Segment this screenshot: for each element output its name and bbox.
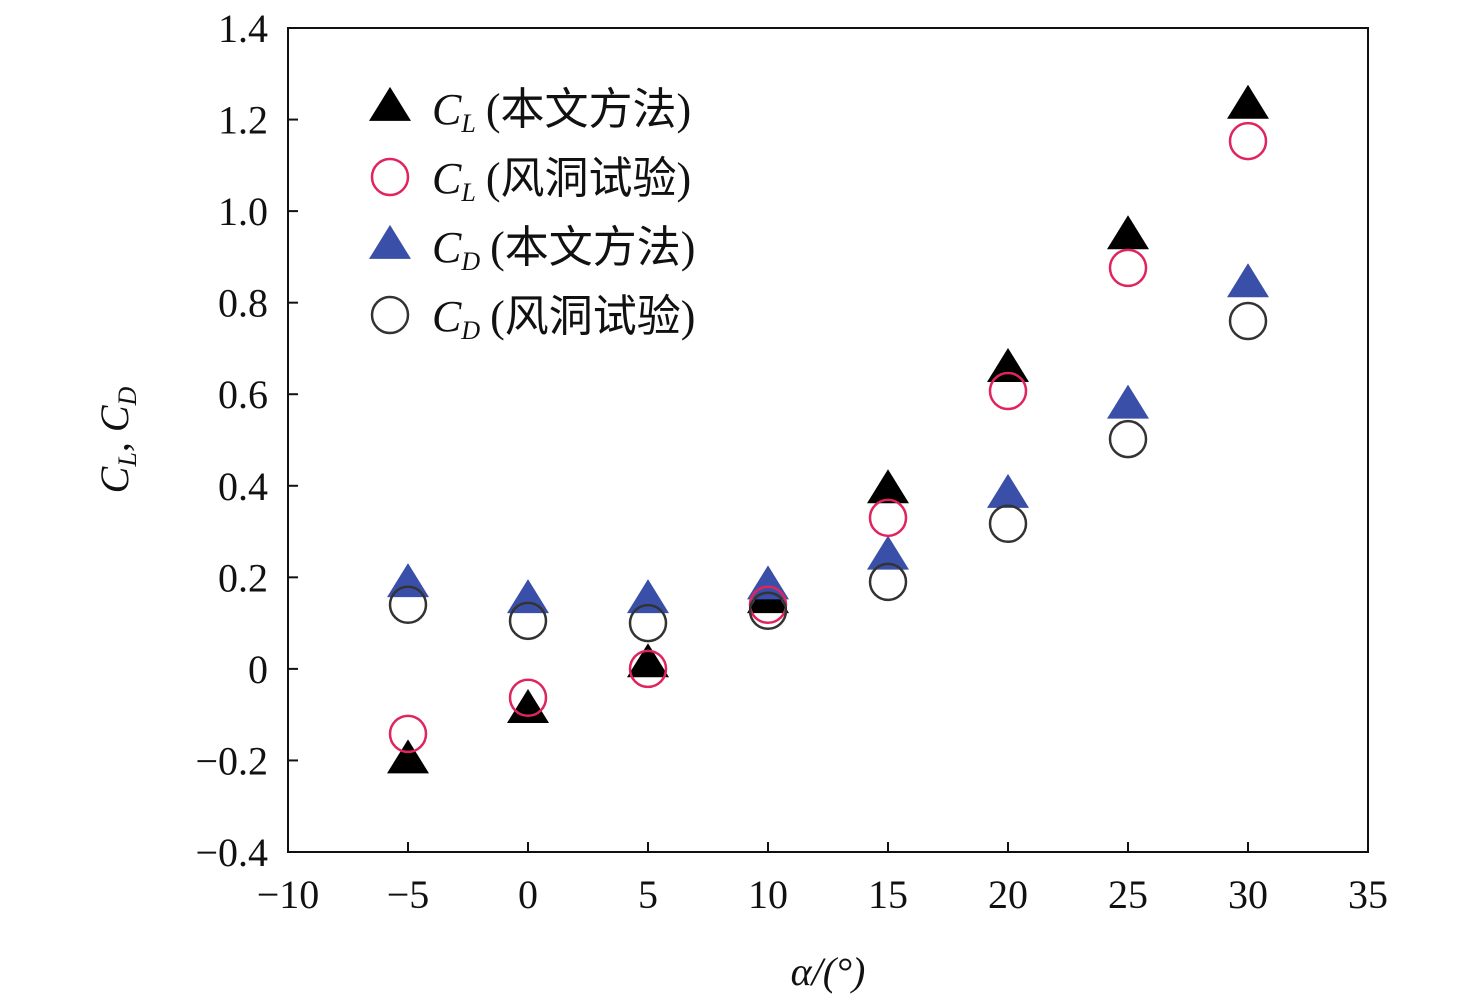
legend-label: CL (本文方法) xyxy=(432,85,691,138)
data-point-triangle-l xyxy=(1107,215,1149,250)
data-point-circle-l xyxy=(988,371,1028,411)
y-tick-label: −0.4 xyxy=(195,830,268,875)
data-point-circle-d xyxy=(628,603,668,643)
x-tick-label: 0 xyxy=(518,872,538,917)
data-point-triangle-d xyxy=(1107,384,1149,419)
data-point-circle-d xyxy=(1108,419,1148,459)
data-point-triangle-d xyxy=(387,563,429,598)
data-point-circle-l xyxy=(628,649,668,689)
legend-marker xyxy=(369,86,411,121)
x-tick-label: 15 xyxy=(868,872,908,917)
y-tick-label: 0.4 xyxy=(218,464,268,509)
x-tick-label: 5 xyxy=(638,872,658,917)
y-tick-label: 0.8 xyxy=(218,281,268,326)
x-axis-label: α/(°) xyxy=(791,949,866,994)
data-point-triangle-l xyxy=(1227,84,1269,119)
legend-marker xyxy=(370,157,410,197)
y-tick-label: 0.6 xyxy=(218,372,268,417)
data-point-circle-d xyxy=(1228,301,1268,341)
y-axis-label: CL, CD xyxy=(92,386,142,493)
plot-frame xyxy=(287,27,1369,853)
data-point-circle-l xyxy=(1108,248,1148,288)
data-point-circle-d xyxy=(988,504,1028,544)
x-tick-label: 35 xyxy=(1348,872,1388,917)
data-point-triangle-d xyxy=(987,473,1029,508)
data-point-circle-d xyxy=(868,562,908,602)
data-point-triangle-l xyxy=(987,347,1029,382)
data-point-circle-d xyxy=(748,591,788,631)
x-tick-label: −5 xyxy=(387,872,430,917)
y-tick-label: 1.2 xyxy=(218,98,268,143)
legend-marker xyxy=(370,295,410,335)
y-tick-label: −0.2 xyxy=(195,738,268,783)
legend-label: CD (风洞试验) xyxy=(432,292,695,345)
data-point-circle-l xyxy=(508,678,548,717)
y-tick-label: 0 xyxy=(248,647,268,692)
x-tick-label: 25 xyxy=(1108,872,1148,917)
x-tick-label: −10 xyxy=(257,872,320,917)
legend-marker xyxy=(369,224,411,259)
x-tick-label: 10 xyxy=(748,872,788,917)
data-point-triangle-d xyxy=(867,535,909,570)
x-tick-label: 20 xyxy=(988,872,1028,917)
y-tick-label: 1.0 xyxy=(218,189,268,234)
data-point-triangle-d xyxy=(1227,263,1269,298)
legend-label: CL (风洞试验) xyxy=(432,154,691,207)
data-point-circle-l xyxy=(868,498,908,538)
data-point-circle-l xyxy=(388,714,428,754)
y-tick-label: 1.4 xyxy=(218,6,268,51)
data-point-triangle-l xyxy=(627,643,669,678)
data-point-triangle-d xyxy=(627,579,669,614)
data-point-triangle-l xyxy=(507,689,549,724)
data-point-circle-d xyxy=(508,601,548,641)
legend-label: CD (本文方法) xyxy=(432,223,695,276)
data-point-triangle-l xyxy=(867,469,909,504)
y-tick-label: 0.2 xyxy=(218,555,268,600)
data-point-triangle-d xyxy=(507,579,549,614)
x-tick-label: 30 xyxy=(1228,872,1268,917)
data-point-circle-d xyxy=(388,585,428,625)
data-point-circle-l xyxy=(1228,121,1268,161)
data-point-triangle-l xyxy=(387,739,429,774)
